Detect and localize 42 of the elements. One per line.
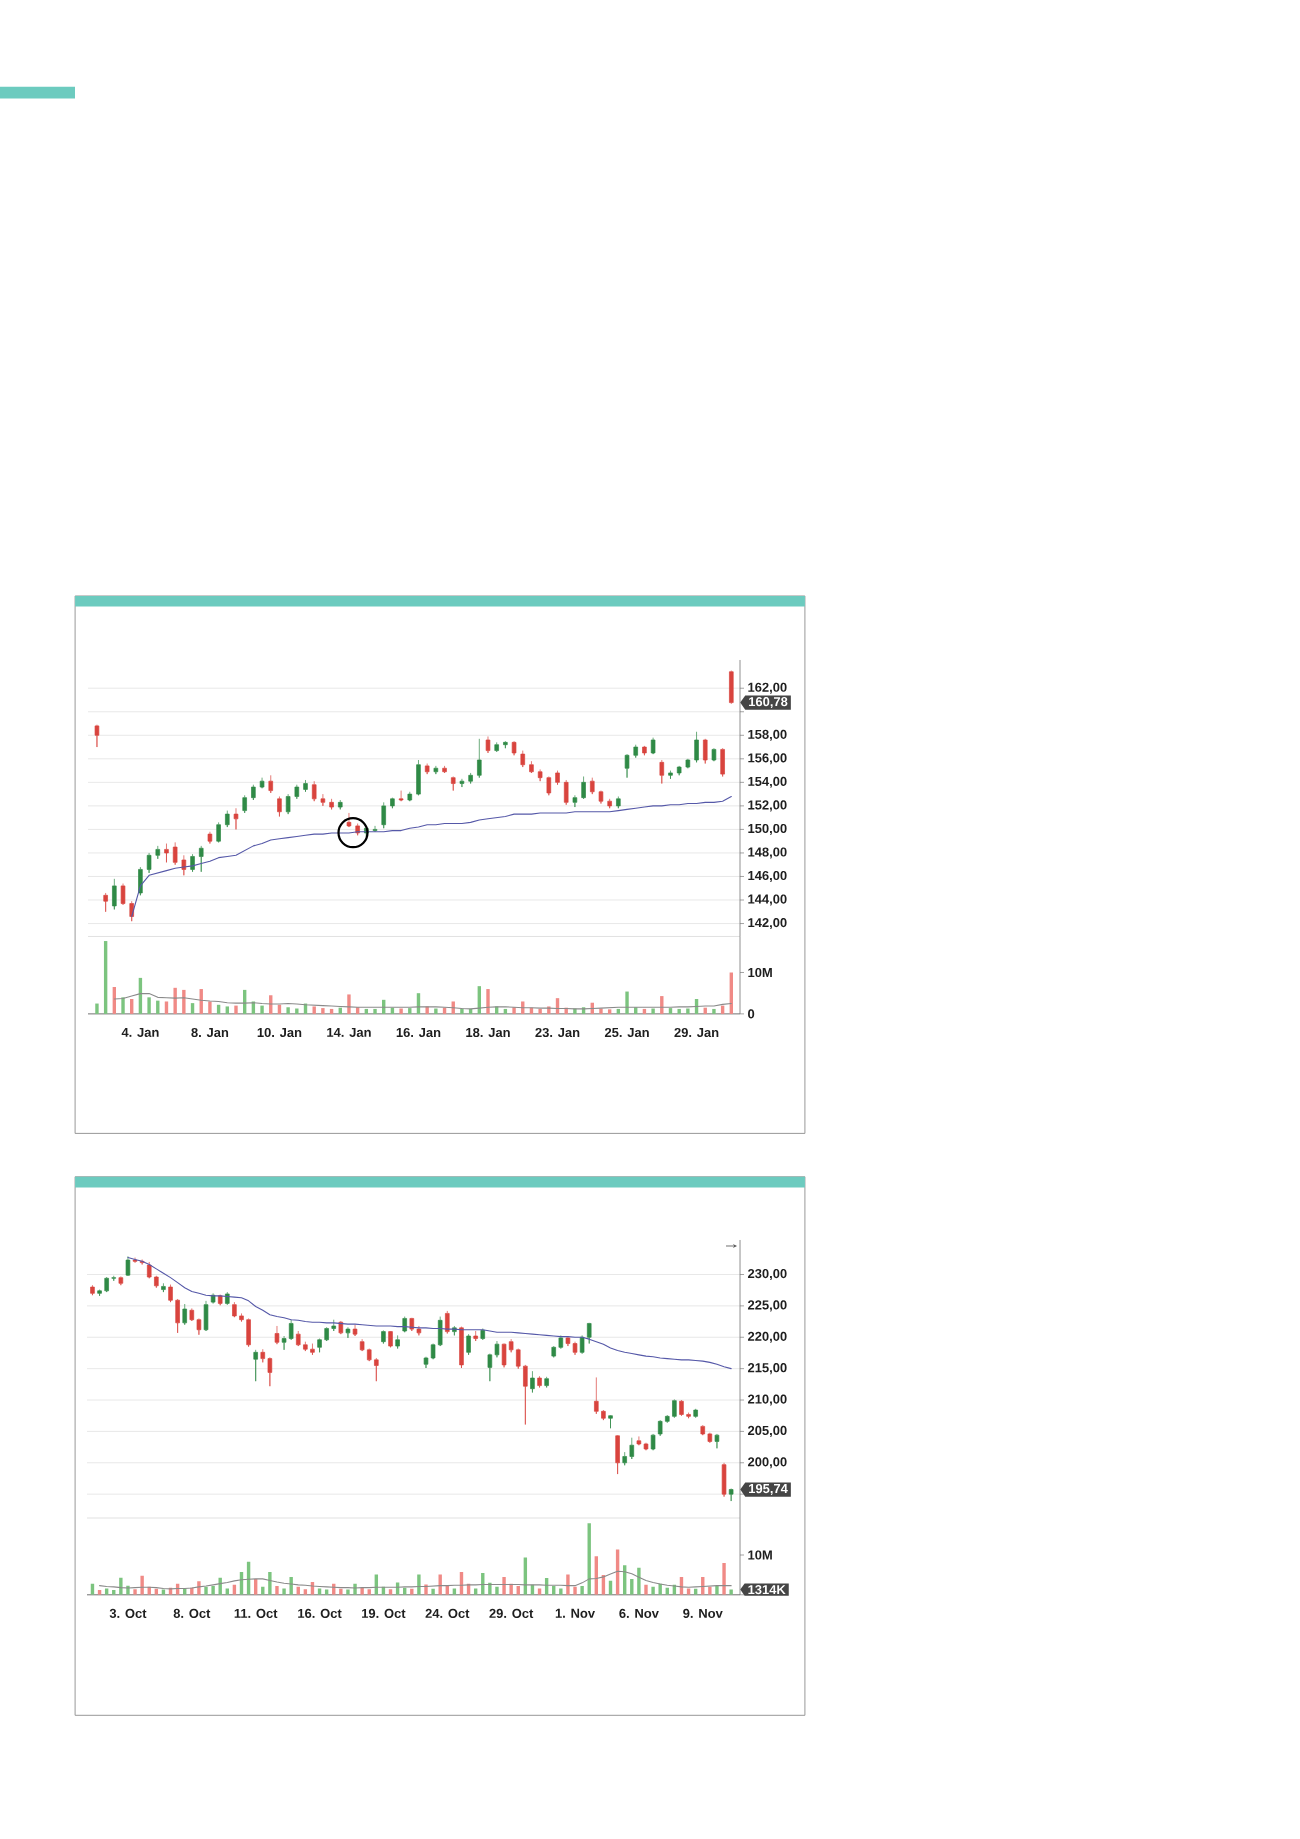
x-tick-label: 4. Jan	[121, 1027, 159, 1037]
y-tick-label: 152,00	[748, 800, 787, 812]
y-tick-label: 156,00	[748, 753, 787, 765]
text: 1314K	[748, 1585, 786, 1595]
y-tick-label: 210,00	[747, 1394, 787, 1406]
x-tick-label: 29. Oct	[489, 1608, 534, 1618]
x-tick-label: 9. Nov	[683, 1608, 723, 1618]
x-tick-label: 3. Oct	[109, 1608, 147, 1618]
y-tick-label: 220,00	[747, 1331, 787, 1343]
y-tick-label: 0	[748, 1009, 755, 1019]
y-tick-label: 154,00	[748, 776, 787, 788]
y-tick-label: 10M	[748, 967, 772, 978]
y-tick-label: 158,00	[748, 729, 787, 741]
text: 160,78	[749, 697, 788, 709]
x-tick-label: 8. Jan	[191, 1027, 229, 1038]
x-tick-label: 19. Oct	[362, 1608, 406, 1618]
x-tick-label: 10. Jan	[257, 1027, 302, 1038]
x-tick-label: 16. Jan	[396, 1027, 441, 1038]
x-tick-label: 29. Jan	[674, 1027, 719, 1038]
x-tick-label: 18. Jan	[466, 1027, 510, 1038]
y-tick-label: 200,00	[747, 1457, 787, 1469]
x-tick-label: 14. Jan	[327, 1027, 371, 1037]
x-tick-label: 1. Nov	[555, 1608, 595, 1618]
x-tick-label: 8. Oct	[173, 1608, 211, 1618]
y-tick-label: 215,00	[747, 1363, 787, 1375]
y-tick-label: 142,00	[748, 918, 787, 930]
text: 195,74	[749, 1483, 788, 1496]
y-tick-label: 10M	[748, 1550, 772, 1560]
y-tick-label: 150,00	[748, 823, 787, 835]
x-tick-label: 23. Jan	[535, 1027, 580, 1038]
x-tick-label: 11. Oct	[234, 1608, 278, 1618]
y-tick-label: 144,00	[748, 894, 787, 906]
y-tick-label: 148,00	[748, 847, 787, 859]
x-tick-label: 6. Nov	[619, 1608, 659, 1618]
y-tick-label: 205,00	[747, 1425, 787, 1437]
x-tick-label: 24. Oct	[425, 1608, 470, 1618]
x-tick-label: 25. Jan	[604, 1027, 649, 1038]
y-tick-label: 225,00	[747, 1300, 787, 1312]
y-tick-label: 230,00	[747, 1268, 787, 1281]
y-tick-label: 162,00	[748, 682, 787, 694]
y-tick-label: 146,00	[748, 870, 787, 882]
x-tick-label: 16. Oct	[298, 1608, 342, 1618]
